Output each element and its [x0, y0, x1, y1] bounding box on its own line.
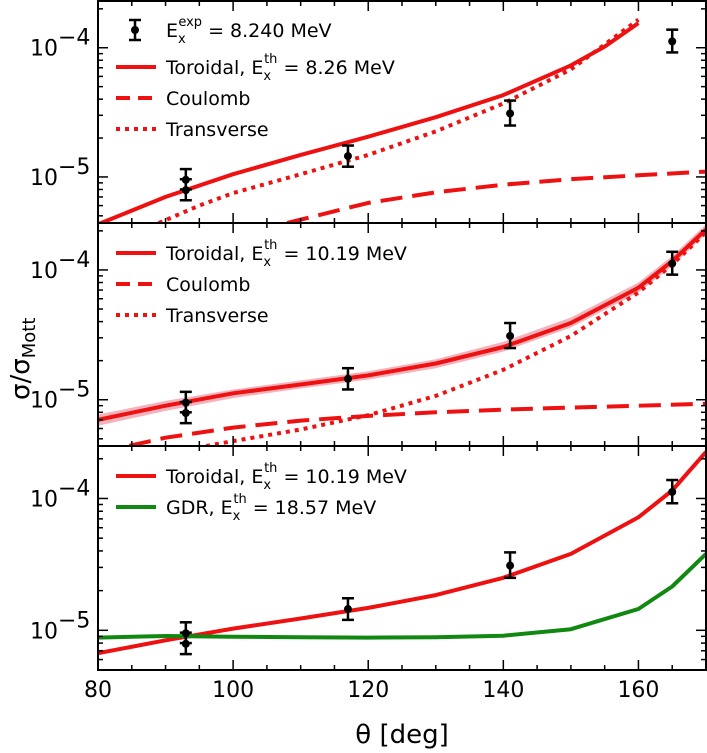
data-marker	[506, 109, 515, 118]
series-gdr-line	[98, 552, 706, 640]
data-marker	[181, 186, 190, 195]
legend-entry-toroidal: Toroidal, Exth = 8.26 MeV	[116, 52, 395, 84]
series-coulomb-line	[286, 169, 706, 223]
data-point	[504, 99, 517, 127]
legend: Exexp = 8.240 MeV Toroidal, Exth = 8.26 M…	[116, 15, 395, 141]
legend-label: Transverse	[165, 119, 269, 141]
legend-label: Toroidal, Exth = 10.19 MeV	[165, 461, 407, 493]
data-point	[341, 366, 354, 391]
data-marker	[668, 487, 677, 496]
data-marker	[343, 152, 352, 161]
legend-entry-coulomb: Coulomb	[116, 88, 250, 110]
series-coulomb-line	[119, 401, 706, 446]
data-point	[341, 597, 354, 622]
series-toroidal-line	[98, 450, 706, 656]
data-point	[666, 250, 679, 276]
y-tick-exponent: −5	[58, 155, 90, 180]
legend-label: Exexp = 8.240 MeV	[166, 15, 332, 47]
x-tick-label: 140	[482, 678, 524, 703]
data-marker	[668, 259, 677, 268]
legend-entry-transverse: Transverse	[116, 119, 269, 141]
legend-label: GDR, Exth = 18.57 MeV	[166, 492, 376, 524]
x-tick-label: 160	[617, 678, 659, 703]
y-tick-exponent: −5	[58, 378, 90, 403]
data-marker	[668, 37, 677, 46]
legend-marker	[131, 26, 139, 34]
x-tick-label: 80	[84, 678, 112, 703]
y-tick-label: 10	[30, 487, 58, 512]
y-axis-title: σ/σMott	[6, 318, 40, 400]
data-point	[504, 321, 517, 350]
data-marker	[343, 374, 352, 383]
legend-label: Toroidal, Exth = 10.19 MeV	[165, 238, 407, 270]
y-tick-label: 10	[30, 37, 58, 62]
data-marker	[181, 409, 190, 418]
data-point	[504, 551, 517, 580]
data-marker	[506, 331, 515, 340]
legend-entry-transverse: Transverse	[116, 305, 269, 327]
data-point	[179, 177, 192, 202]
y-tick-label: 10	[30, 619, 58, 644]
legend: Toroidal, Exth = 10.19 MeV Coulomb Transve…	[116, 238, 407, 327]
series-transverse-line	[158, 17, 640, 223]
x-tick-label: 120	[347, 678, 389, 703]
plot-area	[98, 224, 706, 446]
data-marker	[506, 561, 515, 570]
legend-label: Coulomb	[166, 88, 250, 110]
y-tick-label: 10	[30, 259, 58, 284]
legend-label: Transverse	[165, 305, 269, 327]
plot-area	[98, 450, 706, 656]
y-tick-exponent: −4	[58, 476, 90, 501]
y-tick-exponent: −5	[58, 608, 90, 633]
y-tick-exponent: −4	[58, 26, 90, 51]
data-point	[179, 631, 192, 656]
legend-entry-data: Exexp = 8.240 MeV	[129, 15, 332, 47]
series-transverse-line	[205, 230, 706, 446]
panel-frame	[97, 445, 707, 671]
legend-entry-toroidal: Toroidal, Exth = 10.19 MeV	[116, 238, 407, 270]
y-tick-exponent: −4	[58, 248, 90, 273]
legend-label: Coulomb	[166, 274, 250, 296]
data-point	[666, 28, 679, 54]
legend-label: Toroidal, Exth = 8.26 MeV	[165, 52, 395, 84]
data-point	[666, 478, 679, 505]
legend-entry-gdr: GDR, Exth = 18.57 MeV	[116, 492, 376, 524]
y-tick-label: 10	[30, 166, 58, 191]
panel-2: 10−510−4 Toroidal, Exth = 10.19 MeVCoulom…	[30, 222, 707, 447]
series-toroidal-line	[98, 228, 706, 422]
x-axis-title: θ [deg]	[355, 720, 448, 750]
legend-entry-coulomb: Coulomb	[116, 274, 250, 296]
data-marker	[181, 639, 190, 648]
data-point	[179, 400, 192, 425]
plot-area	[98, 17, 706, 223]
x-tick-label: 100	[212, 678, 254, 703]
legend-entry-toroidal: Toroidal, Exth = 10.19 MeV	[116, 461, 407, 493]
y-tick-label: 10	[30, 389, 58, 414]
data-point	[341, 144, 354, 168]
data-marker	[343, 605, 352, 614]
